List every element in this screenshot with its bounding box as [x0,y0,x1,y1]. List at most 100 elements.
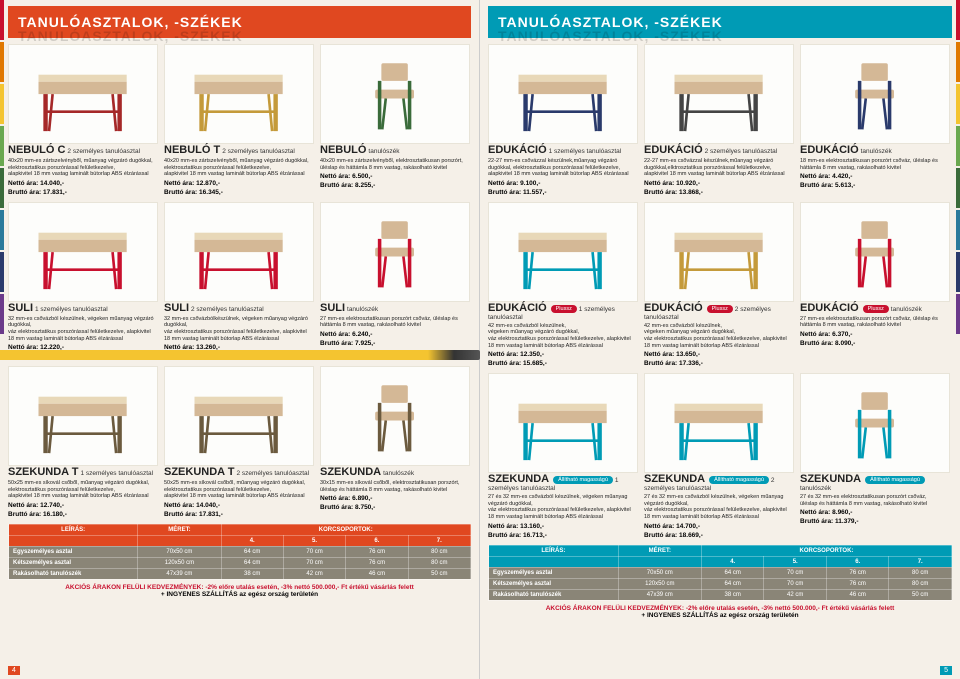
color-tab [956,252,960,292]
product-row: EDUKÁCIÓ 1 személyes tanulóasztal 22-27 … [488,44,952,196]
product-price-gross: Bruttó ára: 8.255,- [320,182,470,189]
product-title-line: EDUKÁCIÓ 1 személyes tanulóasztal [488,144,638,156]
page-right: TANULÓASZTALOK, -SZÉKEK TANULÓASZTALOK, … [480,0,960,679]
product-title-line: EDUKÁCIÓ Plussz tanulószék [800,302,950,314]
product-description: 40x20 mm-es zártszelvényből, elektroszta… [320,158,470,171]
product-description: 27 és 32 mm-es csővázból készülnek, vége… [644,494,794,520]
product-row: SULI 1 személyes tanulóasztal 32 mm-es c… [8,202,471,360]
product-description: 50x25 mm-es síkovál csőből, műanyag végz… [8,480,158,500]
product-price-net: Nettó ára: 4.420,- [800,173,950,180]
color-tab [0,252,4,292]
color-tabs-left [0,0,4,334]
product-image [8,44,158,144]
product-card: SZEKUNDA Állítható magasságú 1 személyes… [488,373,638,538]
chair-icon [808,379,941,467]
product-image [644,373,794,473]
promo-line2: + INGYENES SZÁLLÍTÁS az egész ország ter… [161,591,318,598]
product-badge: Plussz [551,305,577,313]
product-title-line: EDUKÁCIÓ Plussz 1 személyes tanulóasztal [488,302,638,321]
product-title-line: SULI 1 személyes tanulóasztal [8,302,158,314]
product-title-line: SZEKUNDA tanulószék [320,466,470,478]
product-card: SULI 1 személyes tanulóasztal 32 mm-es c… [8,202,158,360]
desk-icon [172,50,305,138]
product-title: EDUKÁCIÓ [488,303,547,313]
product-subtitle: 2 személyes tanulóasztal [191,306,264,313]
page-left: TANULÓASZTALOK, -SZÉKEK TANULÓASZTALOK, … [0,0,480,679]
spec-data-row: Egyszemélyes asztal70x50 cm64 cm70 cm76 … [489,567,952,578]
product-description: 30x15 mm-es síkovál csőből, elektrosztat… [320,480,470,493]
product-image [320,202,470,302]
color-tab [956,0,960,40]
product-image [488,373,638,473]
product-card: SZEKUNDA Állítható magasságú 2 személyes… [644,373,794,538]
product-title: NEBULÓ C [8,145,65,155]
chair-icon [328,372,461,460]
spec-data-row: Kétszemélyes asztal120x50 cm64 cm70 cm76… [489,578,952,589]
product-subtitle: 1 személyes tanulóasztal [549,148,622,155]
spec-table-right: LEÍRÁS:MÉRET:KORCSOPORTOK: 4.5.6.7. Egys… [488,545,952,601]
spec-data-row: Rakásolható tanulószék47x39 cm38 cm42 cm… [489,589,952,600]
desk-icon [496,50,629,138]
product-card: NEBULÓ C 2 személyes tanulóasztal 40x20 … [8,44,158,196]
product-price-gross: Bruttó ára: 11.379,- [800,518,950,525]
desk-icon [172,372,305,460]
spec-table: LEÍRÁS:MÉRET:KORCSOPORTOK: 4.5.6.7. Egys… [488,545,952,601]
product-image [800,202,950,302]
product-price-gross: Bruttó ára: 17.831,- [8,189,158,196]
product-title: EDUKÁCIÓ [644,303,703,313]
product-price-gross: Bruttó ára: 8.090,- [800,340,950,347]
product-title-line: EDUKÁCIÓ Plussz 2 személyes tanulóasztal [644,302,794,321]
product-card: EDUKÁCIÓ Plussz 2 személyes tanulóasztal… [644,202,794,367]
product-title: NEBULÓ [320,145,366,155]
product-image [164,202,314,302]
product-card: SZEKUNDA T 1 személyes tanulóasztal 50x2… [8,366,158,518]
pencil-decor [0,350,480,360]
product-title: SZEKUNDA T [8,467,78,477]
product-description: 40x20 mm-es zártszelvényből, műanyag vég… [8,158,158,178]
product-subtitle: 2 személyes tanulóasztal [236,470,309,477]
product-subtitle: 1 személyes tanulóasztal [35,306,108,313]
product-title: NEBULÓ T [164,145,220,155]
desk-icon [16,208,149,296]
spec-head-row: LEÍRÁS:MÉRET:KORCSOPORTOK: [489,545,952,556]
spec-subhead-row: 4.5.6.7. [9,535,471,546]
ribbon-shadow: TANULÓASZTALOK, -SZÉKEK [18,28,243,44]
product-title-line: SULI 2 személyes tanulóasztal [164,302,314,314]
spec-data-row: Kétszemélyes asztal120x50 cm64 cm70 cm76… [9,557,471,568]
chair-icon [328,208,461,296]
color-tab [0,126,4,166]
product-title: SZEKUNDA [644,474,705,484]
product-subtitle: tanulószék [368,148,399,155]
product-title: SZEKUNDA T [164,467,234,477]
spec-subhead-row: 4.5.6.7. [489,556,952,567]
product-grid-left: NEBULÓ C 2 személyes tanulóasztal 40x20 … [8,44,471,518]
product-price-gross: Bruttó ára: 17.831,- [164,511,314,518]
product-card: EDUKÁCIÓ 1 személyes tanulóasztal 22-27 … [488,44,638,196]
product-badge: Állítható magasságú [709,476,769,484]
product-subtitle: 1 személyes tanulóasztal [80,470,153,477]
product-title: EDUKÁCIÓ [644,145,703,155]
product-description: 22-27 mm-es csővázzal készülnek,műanyag … [488,158,638,178]
product-title-line: SULI tanulószék [320,302,470,314]
product-price-gross: Bruttó ára: 7.925,- [320,340,470,347]
product-subtitle: tanulószék [861,148,892,155]
product-title: SULI [8,303,33,313]
page-number-left: 4 [8,666,20,675]
product-description: 50x25 mm-es síkovál csőből, műanyag végz… [164,480,314,500]
product-title-line: SZEKUNDA T 1 személyes tanulóasztal [8,466,158,478]
desk-icon [652,50,785,138]
product-price-net: Nettó ára: 14.040,- [164,502,314,509]
product-price-net: Nettó ára: 14.040,- [8,180,158,187]
product-description: 42 mm-es csővázból készülnek,végeken műa… [488,323,638,349]
product-description: 27 mm-es elektrosztatikusan porszórt cső… [320,316,470,329]
product-card: EDUKÁCIÓ 2 személyes tanulóasztal 22-27 … [644,44,794,196]
product-price-net: Nettó ára: 13.650,- [644,351,794,358]
product-description: 27 mm-es elektrosztatikusan porszórt cső… [800,316,950,329]
desk-icon [16,372,149,460]
product-image [8,202,158,302]
page-number-right: 5 [940,666,952,675]
product-title-line: EDUKÁCIÓ tanulószék [800,144,950,156]
product-subtitle: tanulószék [383,470,414,477]
product-price-net: Nettó ára: 13.160,- [488,523,638,530]
product-image [488,202,638,302]
